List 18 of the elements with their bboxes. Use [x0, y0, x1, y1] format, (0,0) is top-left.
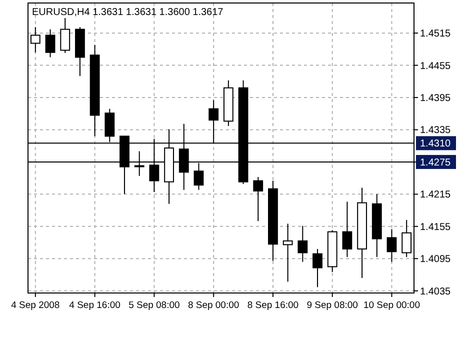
y-tick-label: 1.4275	[420, 157, 452, 168]
y-tick-label: 1.4395	[420, 93, 452, 104]
y-tick-label: 1.4455	[420, 60, 452, 72]
x-tick-label: 8 Sep 00:00	[188, 300, 240, 311]
x-tick-label: 5 Sep 08:00	[128, 300, 180, 311]
y-tick-label: 1.4215	[420, 190, 452, 201]
x-tick-label: 10 Sep 00:00	[363, 300, 420, 311]
chart-title: EURUSD,H4 1.3631 1.3631 1.3600 1.3617	[32, 7, 224, 18]
x-tick-label: 4 Sep 2008	[11, 300, 60, 311]
ref-line-label: 1.4310	[420, 138, 452, 150]
y-tick-label: 1.4035	[420, 286, 452, 298]
y-tick-label: 1.4335	[420, 125, 452, 136]
y-tick-label: 1.4515	[420, 28, 452, 40]
y-tick-label: 1.4155	[420, 222, 452, 233]
x-tick-label: 4 Sep 16:00	[69, 300, 120, 311]
x-tick-label: 9 Sep 08:00	[306, 300, 358, 311]
y-tick-label: 1.4095	[420, 254, 452, 266]
x-tick-label: 8 Sep 16:00	[247, 300, 299, 311]
